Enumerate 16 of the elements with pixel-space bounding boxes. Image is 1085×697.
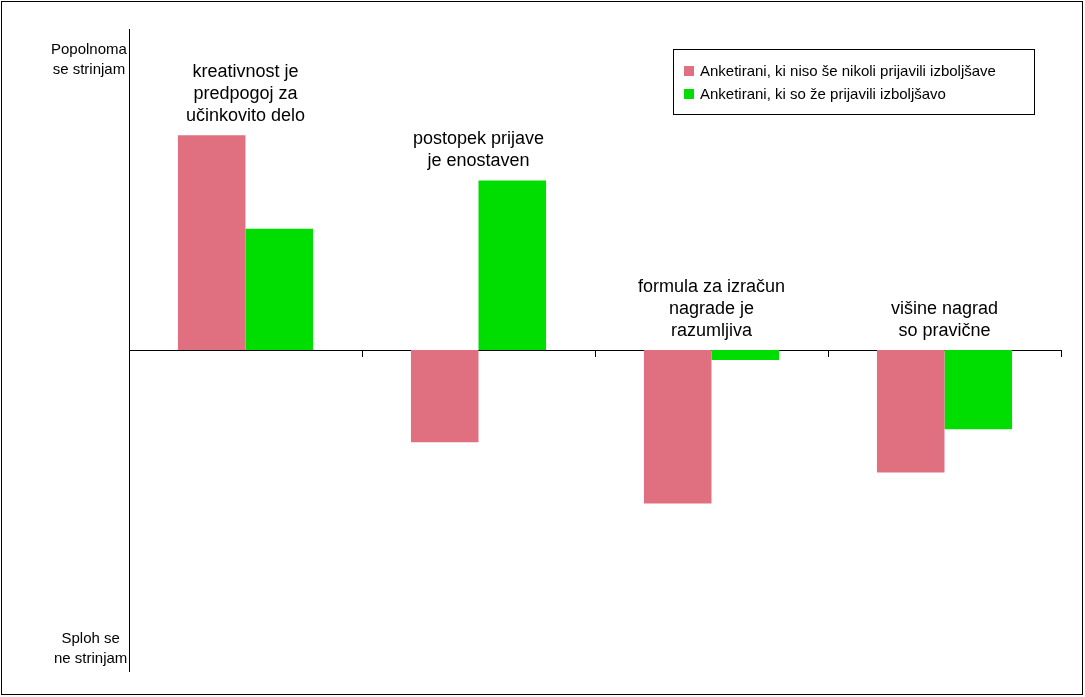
- bar: [876, 350, 945, 473]
- x-tick-label: kreativnost je predpogoj za učinkovito delo: [185, 61, 306, 126]
- bar: [177, 135, 246, 350]
- x-tick-label: višine nagrad so pravične: [890, 298, 999, 340]
- x-tick-label: postopek prijave je enostaven: [412, 128, 545, 171]
- bar: [410, 350, 479, 443]
- bar: [711, 350, 780, 361]
- legend-label: Anketirani, ki so že prijavili izboljšavo: [700, 85, 946, 102]
- bar: [944, 350, 1013, 430]
- text: Sploh se ne strinjam: [54, 628, 128, 668]
- bar: [245, 228, 314, 350]
- bar: [478, 180, 547, 350]
- legend-label: Anketirani, ki niso še nikoli prijavili izboljšave: [700, 62, 996, 79]
- x-tick-label: formula za izračun nagrade je razumljiva: [637, 276, 786, 340]
- text: Popolnoma se strinjam: [51, 39, 127, 79]
- bar: [643, 350, 712, 504]
